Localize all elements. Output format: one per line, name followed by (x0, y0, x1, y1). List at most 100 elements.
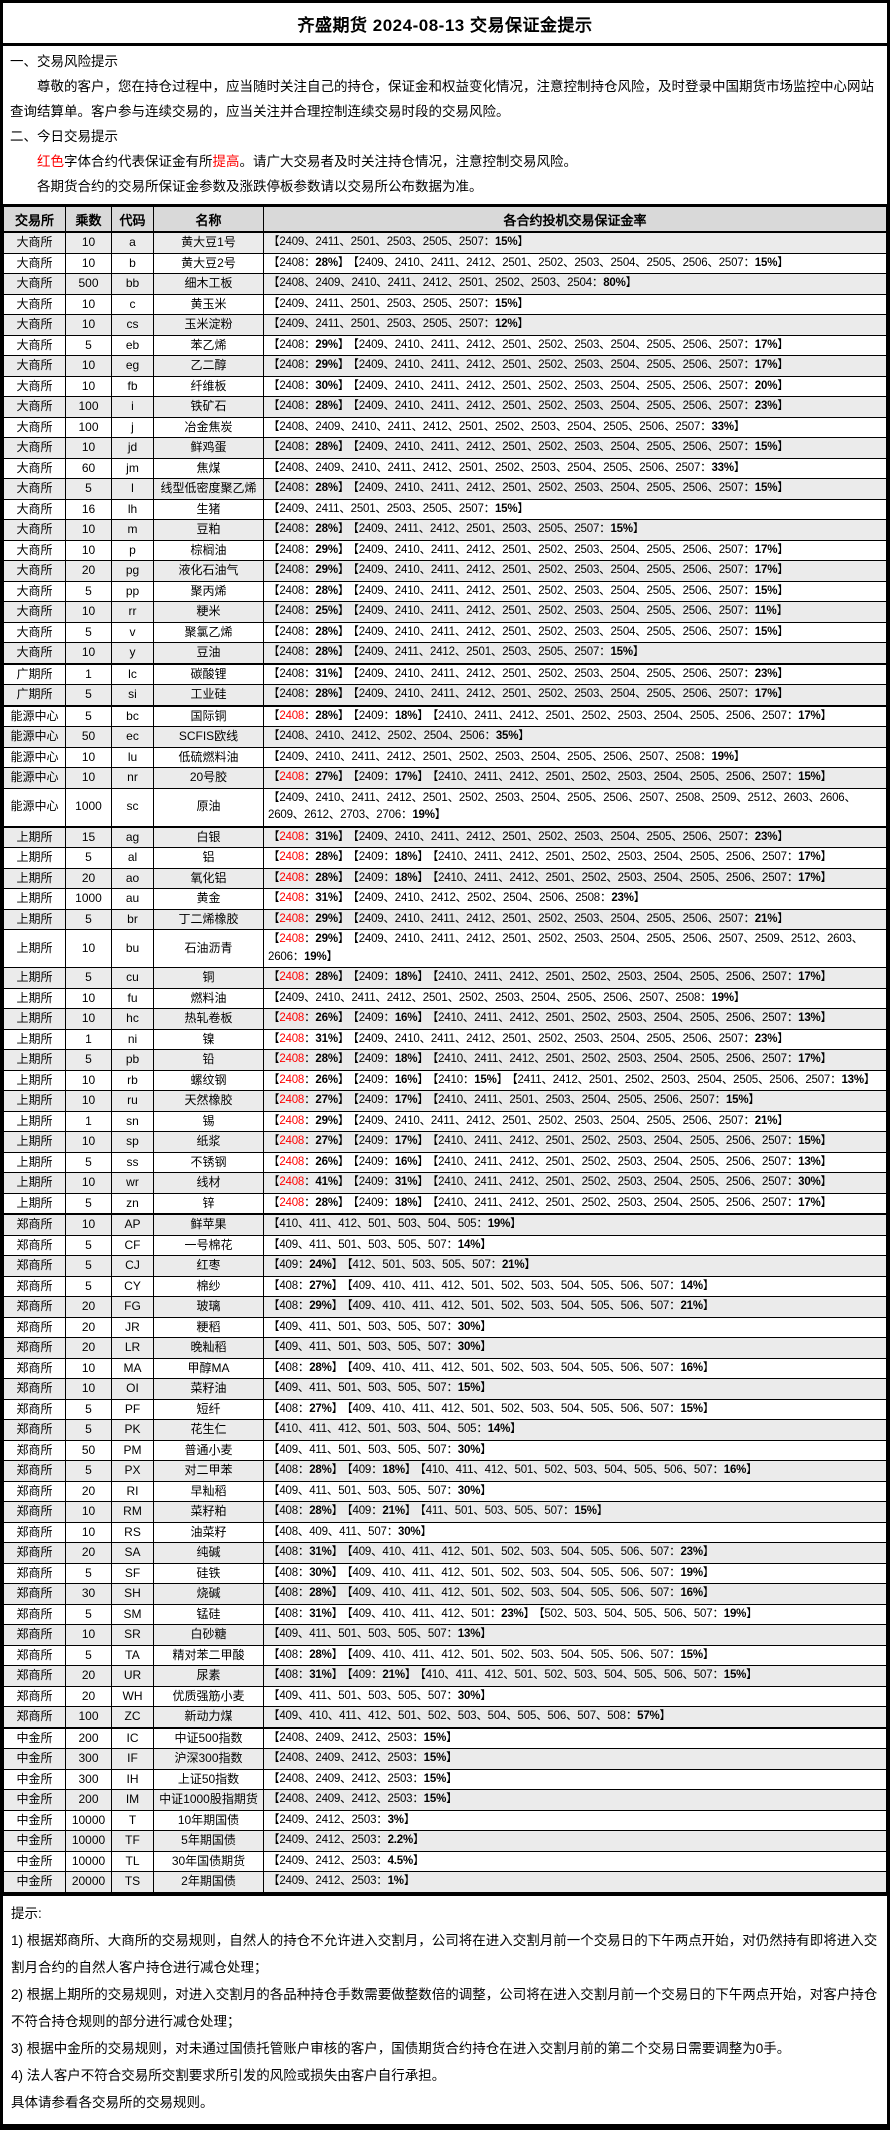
margin-rate-segment: 【2408：30%】 (268, 379, 350, 392)
margin-rate-value: 15% (423, 1752, 447, 1764)
margin-rate-value: 16% (680, 1361, 703, 1374)
code-cell: lu (111, 746, 154, 768)
exchange-cell: 中金所 (3, 1809, 66, 1831)
margin-rate-value: 19% (680, 1566, 703, 1579)
margin-rate-segment: 【2410、2411、2412、2501、2502、2503、2504、2505… (432, 709, 832, 722)
margin-rate-segment: 【409：24%】 (268, 1259, 343, 1271)
contract-months: 409、410、411、412、501 (352, 1607, 490, 1620)
name-cell: 烧碱 (153, 1583, 264, 1605)
margin-rates-cell: 【409：24%】 【412、501、503、505、507：21%】 (263, 1255, 887, 1277)
margin-rate-value: 27% (315, 771, 338, 783)
margin-rate-segment: 【2410、2411、2412、2501、2502、2503、2504、2505… (432, 771, 832, 783)
code-cell: IF (111, 1748, 154, 1770)
margin-rate-segment: 【409、411、501、503、505、507：13%】 (268, 1628, 492, 1640)
multiplier-cell: 20 (65, 1316, 112, 1338)
name-cell: 工业硅 (153, 684, 264, 706)
margin-rate-value: 28% (315, 441, 338, 453)
margin-rate-segment: 【2410、2411、2412、2501、2502、2503、2504、2505… (432, 971, 832, 983)
raised-contract-months: 2408 (279, 1114, 305, 1127)
margin-rate-value: 28% (315, 584, 338, 597)
table-row: 郑商所 20 FG 玻璃 【408：29%】 【409、410、411、412、501、5… (3, 1296, 887, 1318)
margin-rate-segment: 【2409、2410、2411、2412、2501、2502、2503、2504… (353, 482, 789, 494)
contract-months: 409、410、411、412、501、502、503、504、505、506、… (352, 1402, 670, 1415)
multiplier-cell: 10 (65, 1131, 112, 1153)
margin-rate-value: 21% (382, 1669, 405, 1681)
name-cell: 镍 (153, 1028, 264, 1050)
exchange-cell: 郑商所 (3, 1213, 66, 1236)
risk-section-body: 尊敬的客户，您在持仓过程中，应当随时关注自己的持仓，保证金和权益变化情况，注意控… (10, 79, 874, 119)
multiplier-cell: 10 (65, 293, 112, 315)
exchange-cell: 大商所 (3, 437, 66, 459)
margin-rates-cell: 【410、411、412、501、503、504、505：19%】 (263, 1213, 887, 1236)
multiplier-cell: 300 (65, 1748, 112, 1770)
margin-rates-cell: 【2408：28%】 【2409、2410、2411、2412、2501、2502… (263, 437, 887, 459)
code-cell: pg (111, 560, 154, 582)
margin-rate-value: 14% (680, 1279, 703, 1292)
table-row: 中金所 10000 T 10年期国债 【2409、2412、2503：3%】 (3, 1809, 887, 1831)
margin-rate-value: 29% (315, 933, 338, 945)
margin-rate-value: 15% (754, 482, 778, 494)
table-row: 大商所 5 pp 聚丙烯 【2408：28%】 【2409、2410、2411、2412、… (3, 580, 887, 602)
margin-rate-segment: 【2408：25%】 (268, 605, 350, 617)
table-row: 中金所 300 IF 沪深300指数 【2408、2409、2412、2503：15%】 (3, 1748, 887, 1770)
code-cell: ss (111, 1151, 154, 1173)
exchange-header: 交易所 (3, 204, 66, 233)
table-row: 郑商所 30 SH 烧碱 【408：28%】 【409、410、411、412、501、5… (3, 1583, 887, 1605)
margin-rate-value: 18% (394, 1053, 418, 1065)
exchange-cell: 大商所 (3, 273, 66, 295)
today-red-note: 红色字体合约代表保证金有所提高。请广大交易者及时关注持仓情况，注意控制交易风险。 (10, 149, 880, 174)
exchange-cell: 郑商所 (3, 1685, 66, 1707)
name-cell: 2年期国债 (153, 1871, 264, 1893)
margin-rate-segment: 【2408、2409、2410、2411、2412、2501、2502、2503… (268, 461, 746, 474)
code-cell: v (111, 621, 154, 643)
contract-months: 409 (279, 1259, 298, 1271)
table-row: 上期所 10 fu 燃料油 【2409、2410、2411、2412、2501、2502… (3, 987, 887, 1009)
margin-rate-segment: 【2408：28%】 (268, 1053, 350, 1065)
code-cell: AP (111, 1213, 154, 1236)
margin-rates-cell: 【2408：41%】 【2409：31%】 【2410、2411、2412、2501… (263, 1172, 887, 1194)
margin-rate-value: 18% (394, 709, 418, 722)
margin-rate-value: 3% (387, 1813, 404, 1826)
multiplier-cell: 5 (65, 1151, 112, 1173)
margin-rate-value: 19% (487, 1218, 511, 1230)
notes-heading: 提示: (11, 1905, 42, 1921)
margin-rate-segment: 【408：28%】 (268, 1587, 343, 1599)
contract-months: 2408、2409、2410、2411、2412、2501、2502、2503、… (279, 277, 592, 289)
margin-rate-value: 18% (394, 851, 418, 863)
margin-rate-value: 23% (501, 1607, 524, 1620)
contract-months: 2409、2412、2503 (279, 1875, 377, 1887)
multiplier-cell: 5 (65, 1275, 112, 1297)
table-row: 大商所 10 fb 纤维板 【2408：30%】 【2409、2410、2411、2412… (3, 375, 887, 397)
table-row: 上期所 1 sn 锡【2408：29%】 【2409、2410、2411、2412、25… (3, 1110, 887, 1132)
name-cell: 国际铜 (153, 704, 264, 727)
code-cell: WH (111, 1685, 154, 1707)
margin-rate-value: 28% (315, 256, 338, 269)
margin-rate-value: 18% (394, 871, 418, 884)
contract-months: 2408 (279, 256, 305, 269)
exchange-cell: 上期所 (3, 847, 66, 869)
code-cell: rb (111, 1069, 154, 1091)
multiplier-cell: 20 (65, 1665, 112, 1687)
margin-rate-value: 26% (315, 1012, 338, 1024)
exchange-cell: 能源中心 (3, 767, 66, 789)
margin-rate-segment: 【2409、2410、2411、2412、2501、2502、2503、2504… (353, 688, 789, 700)
margin-rate-segment: 【2408、2409、2412、2503：15%】 (268, 1772, 458, 1785)
margin-rate-segment: 【408：31%】 (268, 1546, 343, 1558)
name-cell: 鲜鸡蛋 (153, 437, 264, 459)
margin-rate-value: 26% (315, 1155, 338, 1168)
exchange-cell: 郑商所 (3, 1316, 66, 1338)
contract-months: 2408 (279, 400, 305, 412)
margin-rates-cell: 【408：28%】 【409、410、411、412、501、502、503、50… (263, 1357, 887, 1379)
contract-months: 408 (279, 1566, 298, 1579)
contract-months: 408 (279, 1607, 298, 1620)
margin-rate-value: 17% (754, 543, 778, 556)
code-cell: TS (111, 1871, 154, 1893)
multiplier-cell: 5 (65, 1603, 112, 1625)
margin-rate-value: 16% (394, 1155, 418, 1168)
margin-rate-segment: 【408、409、411、507：30%】 (268, 1525, 432, 1538)
margin-rate-segment: 【2411、2412、2501、2502、2503、2504、2505、2506… (511, 1073, 876, 1086)
code-cell: au (111, 888, 154, 910)
exchange-cell: 郑商所 (3, 1460, 66, 1482)
contract-months: 2409 (358, 851, 384, 863)
margin-rates-cell: 【410、411、412、501、503、504、505：14%】 (263, 1419, 887, 1441)
